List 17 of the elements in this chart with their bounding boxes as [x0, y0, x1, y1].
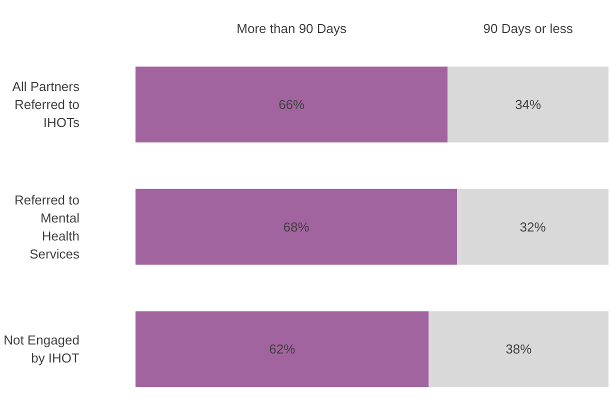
bar — [136, 311, 429, 388]
data-label: 68% — [283, 219, 310, 234]
bar — [428, 311, 608, 388]
data-label: 34% — [515, 97, 542, 112]
y-tick-label: Referred to Mental Health Services — [14, 192, 80, 262]
text: More than 90 Days — [236, 21, 348, 36]
y-tick-label: Not Engaged by IHOT — [4, 332, 80, 366]
text: 90 Days or less — [483, 21, 574, 36]
bar — [136, 188, 458, 265]
bar — [457, 188, 608, 265]
y-tick-label: All Partners Referred to IHOTs — [12, 79, 80, 130]
data-label: 32% — [520, 219, 546, 234]
bar — [136, 66, 448, 142]
bar — [448, 66, 608, 142]
data-label: 62% — [269, 342, 296, 357]
data-label: 66% — [278, 97, 306, 112]
data-label: 38% — [506, 342, 532, 357]
